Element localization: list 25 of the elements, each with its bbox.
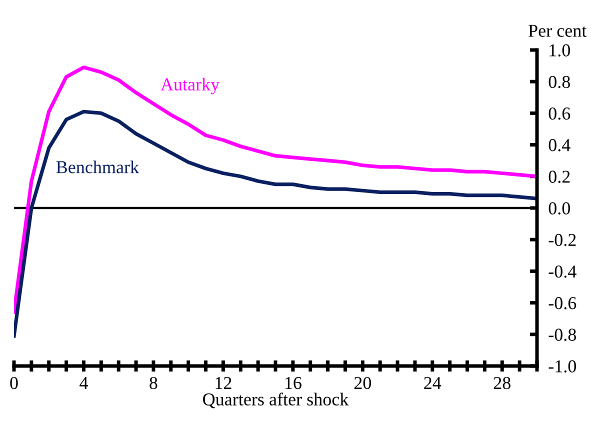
y-tick-label: 0.4 (548, 139, 570, 152)
line-series (14, 66, 537, 314)
x-tick-label: 0 (10, 376, 18, 390)
x-tick-label: 20 (354, 376, 372, 390)
x-tick-label: 4 (80, 377, 88, 389)
series-label: Benchmark (56, 160, 140, 174)
y-tick-label: 0.6 (548, 107, 570, 120)
y-tick-label: 0.2 (548, 170, 570, 183)
x-tick-label: 8 (150, 376, 158, 390)
y-tick-label: 0.0 (548, 202, 570, 215)
y-tick-label: -0.2 (548, 234, 576, 246)
y-tick-label: 1.0 (550, 44, 570, 57)
y-tick-label: -1.0 (548, 360, 576, 373)
y-tick-label: -0.4 (548, 265, 576, 278)
x-axis-title: Quarters after shock (203, 392, 349, 408)
y-axis-title: Per cent (528, 24, 587, 37)
series-label: Autarky (160, 78, 220, 94)
line-series (14, 110, 537, 338)
y-tick-label: -0.6 (548, 297, 576, 310)
x-tick-label: 12 (216, 376, 232, 389)
x-tick-label: 24 (424, 376, 442, 389)
x-tick-label: 28 (494, 376, 510, 390)
y-tick-label: 0.8 (548, 76, 570, 88)
y-tick-label: -0.8 (548, 328, 576, 341)
x-tick-label: 16 (285, 376, 302, 390)
